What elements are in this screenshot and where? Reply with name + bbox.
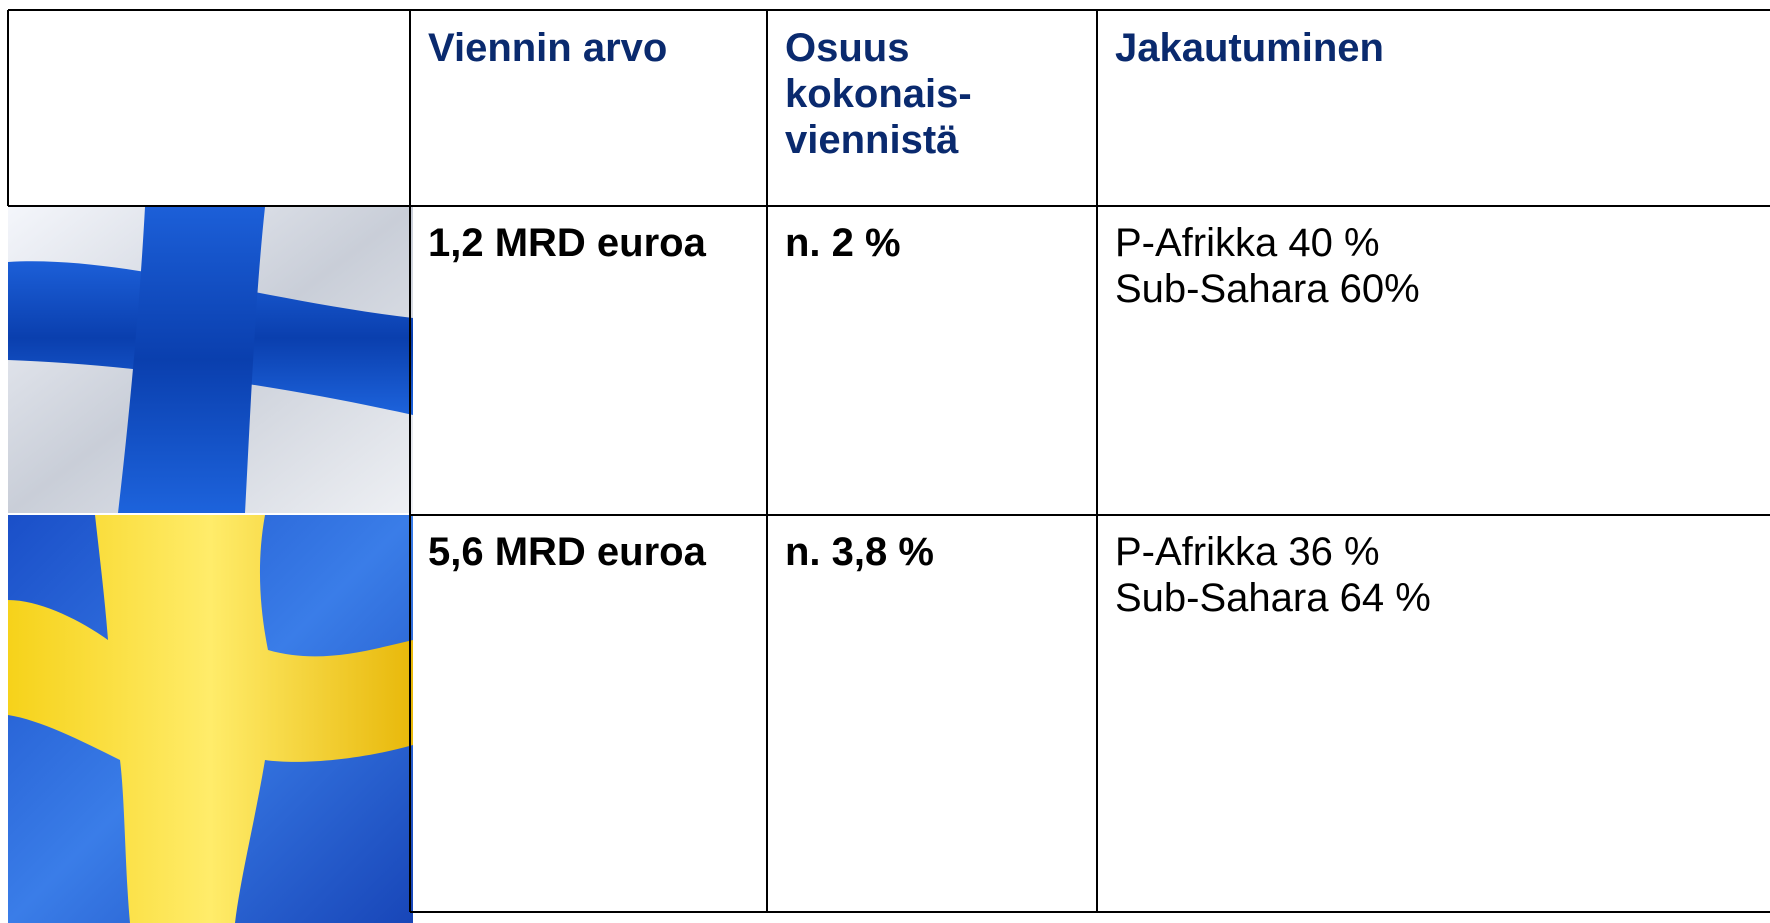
table-borders (7, 9, 1770, 913)
cell-line: Osuus (785, 26, 910, 70)
body-cell: 1,2 MRD euroa (428, 220, 706, 266)
header-cell: Viennin arvo (428, 25, 667, 71)
cell-line: kokonais- (785, 72, 972, 116)
header-cell: Jakautuminen (1115, 25, 1384, 71)
cell-line: P-Afrikka 36 % (1115, 530, 1380, 574)
cell-line: Jakautuminen (1115, 26, 1384, 70)
header-cell: Osuus kokonais-viennistä (785, 25, 972, 163)
body-cell: P-Afrikka 40 % Sub-Sahara 60% (1115, 220, 1420, 312)
body-cell: P-Afrikka 36 % Sub-Sahara 64 % (1115, 529, 1431, 621)
swedish-flag (8, 515, 413, 923)
body-cell: n. 2 % (785, 220, 901, 266)
finnish-flag (8, 207, 413, 513)
cell-line: Viennin arvo (428, 26, 668, 70)
cell-line: n. 2 % (785, 221, 901, 265)
body-cell: n. 3,8 % (785, 529, 934, 575)
cell-line: Sub-Sahara 60% (1115, 267, 1420, 311)
body-cell: 5,6 MRD euroa (428, 529, 706, 575)
cell-line: Sub-Sahara 64 % (1115, 576, 1431, 620)
cell-line: P-Afrikka 40 % (1115, 221, 1380, 265)
cell-line: 5,6 MRD euroa (428, 530, 706, 574)
cell-line: n. 3,8 % (785, 530, 934, 574)
cell-line: 1,2 MRD euroa (428, 221, 706, 265)
cell-line: viennistä (785, 118, 959, 162)
